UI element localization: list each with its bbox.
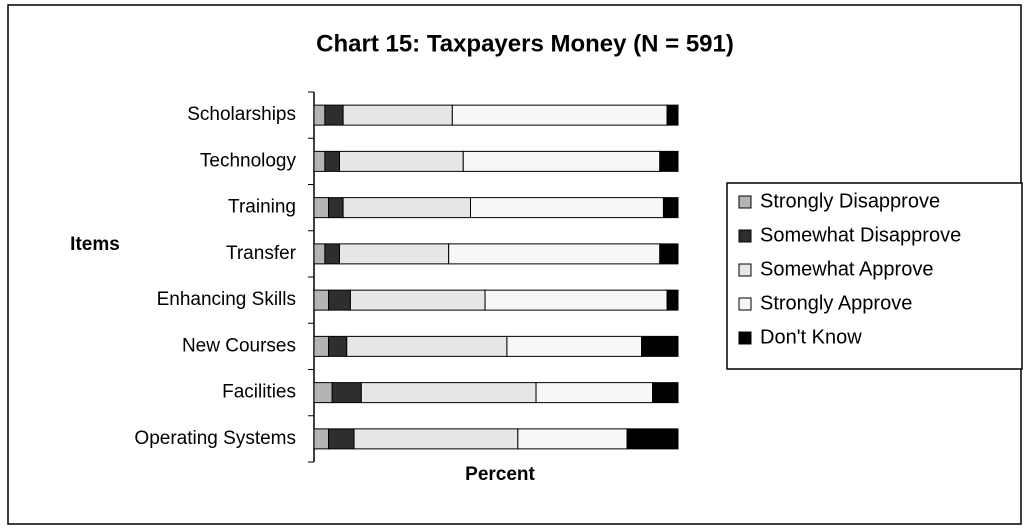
bar-segment xyxy=(346,335,508,357)
y-tick-label: Facilities xyxy=(222,382,296,403)
bar-segment xyxy=(313,243,326,265)
y-tick-label: Enhancing Skills xyxy=(157,289,296,310)
bar-segment xyxy=(313,428,330,450)
legend-label: Don't Know xyxy=(760,326,862,348)
y-tick-label: Operating Systems xyxy=(134,428,296,449)
bar-segment xyxy=(324,150,340,172)
bar-segment xyxy=(506,335,643,357)
legend-swatch xyxy=(738,263,752,277)
bar-segment xyxy=(659,150,679,172)
bar-segment xyxy=(451,104,668,126)
bar-segment xyxy=(313,289,330,311)
legend-swatch xyxy=(738,229,752,243)
bar-segment xyxy=(328,335,348,357)
bar-segment xyxy=(313,104,326,126)
bar-segment xyxy=(652,382,679,404)
bar-segment xyxy=(662,197,679,219)
bar-segment xyxy=(666,104,679,126)
y-tick-label: Technology xyxy=(200,150,297,171)
bar-segment xyxy=(484,289,668,311)
bar-segment xyxy=(324,104,344,126)
bar-segment xyxy=(313,197,330,219)
bar-segment xyxy=(313,382,333,404)
bar-segment xyxy=(462,150,661,172)
bar-segment xyxy=(626,428,679,450)
bar-segment xyxy=(313,150,326,172)
bar-segment xyxy=(342,197,472,219)
bar-segment xyxy=(448,243,661,265)
legend-label: Somewhat Disapprove xyxy=(760,224,961,246)
bar-segment xyxy=(328,197,344,219)
legend-label: Somewhat Approve xyxy=(760,258,933,280)
chart-title: Chart 15: Taxpayers Money (N = 591) xyxy=(316,30,734,57)
bar-segment xyxy=(324,243,340,265)
y-tick-label: Training xyxy=(228,197,296,218)
legend-label: Strongly Disapprove xyxy=(760,190,940,212)
bar-segment xyxy=(353,428,519,450)
bar-segment xyxy=(666,289,679,311)
x-axis-label: Percent xyxy=(465,464,535,485)
legend-swatch xyxy=(738,195,752,209)
bar-segment xyxy=(349,289,486,311)
legend-swatch xyxy=(738,331,752,345)
legend-swatch xyxy=(738,297,752,311)
y-tick-label: Transfer xyxy=(226,243,297,264)
bar-segment xyxy=(331,382,362,404)
bar-segment xyxy=(470,197,664,219)
bar-segment xyxy=(641,335,679,357)
bar-segment xyxy=(328,289,351,311)
bar-segment xyxy=(517,428,628,450)
bar-segment xyxy=(342,104,453,126)
bar-segment xyxy=(338,150,464,172)
y-tick-label: Scholarships xyxy=(187,104,296,125)
legend-box xyxy=(726,182,1023,370)
y-axis-label: Items xyxy=(70,234,120,255)
y-tick-label: New Courses xyxy=(182,335,296,356)
bar-segment xyxy=(313,335,330,357)
bar-segment xyxy=(535,382,654,404)
bar-segment xyxy=(360,382,537,404)
legend-label: Strongly Approve xyxy=(760,292,912,314)
bar-segment xyxy=(659,243,679,265)
bar-segment xyxy=(338,243,450,265)
bar-segment xyxy=(328,428,355,450)
